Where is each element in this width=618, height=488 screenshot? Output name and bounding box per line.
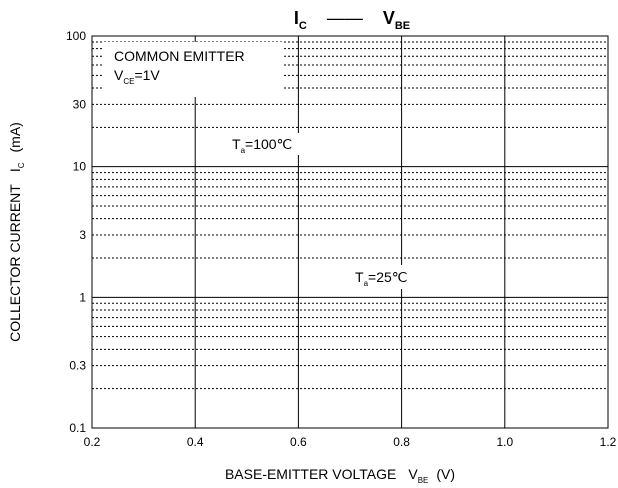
t2-val: =25℃ — [368, 269, 407, 285]
condition-box — [102, 42, 282, 97]
y-tick-label: 0.1 — [69, 421, 86, 435]
condition-vce-sub: CE — [123, 77, 134, 86]
condition-vce-val: =1V — [134, 67, 160, 83]
x-tick-label: 1.0 — [496, 435, 513, 449]
t2-sym: T — [355, 269, 364, 285]
t2-label: Ta=25℃ — [355, 269, 408, 288]
y-tick-label: 0.3 — [69, 359, 86, 373]
x-tick-label: 0.8 — [393, 435, 410, 449]
title-vbe-sub: BE — [395, 20, 410, 32]
x-axis-label: BASE-EMITTER VOLTAGE VBE (V) — [225, 466, 455, 485]
y-axis-label: COLLECTOR CURRENT IC (mA) — [7, 122, 26, 342]
title-ic-sub: C — [299, 20, 307, 32]
x-axis-label-sym: V — [408, 466, 418, 482]
x-tick-label: 0.6 — [290, 435, 307, 449]
t1-sym: T — [232, 136, 241, 152]
title-dash: —— — [327, 8, 363, 28]
y-tick-label: 1 — [79, 290, 86, 304]
x-axis-label-sub: BE — [418, 476, 429, 485]
condition-vce-sym: V — [114, 67, 124, 83]
t1-val: =100℃ — [245, 136, 292, 152]
title-vbe-symbol: V — [383, 8, 395, 28]
y-axis-label-text: COLLECTOR CURRENT — [7, 184, 23, 342]
grid — [92, 36, 608, 428]
chart-title: IC —— VBE — [294, 8, 410, 32]
t1-label-bg — [229, 133, 305, 155]
x-axis-label-unit: (V) — [436, 466, 455, 482]
plot-frame — [91, 35, 609, 429]
y-axis-label-sym: I — [7, 168, 23, 172]
condition-line1: COMMON EMITTER — [114, 48, 245, 64]
x-tick-label: 1.2 — [600, 435, 617, 449]
y-tick-label: 100 — [66, 29, 86, 43]
x-axis-label-text: BASE-EMITTER VOLTAGE — [225, 466, 396, 482]
t1-sub: a — [241, 146, 246, 155]
title-ic-symbol: I — [294, 8, 299, 28]
t1-label: Ta=100℃ — [232, 136, 292, 155]
tick-labels: 0.2 0.4 0.6 0.8 1.0 1.2 0.1 0.3 1 3 10 30 100 — [66, 29, 617, 449]
y-axis-label-sub: C — [17, 162, 26, 168]
x-tick-label: 0.2 — [84, 435, 101, 449]
y-tick-label: 10 — [73, 160, 87, 174]
t2-sub: a — [364, 279, 369, 288]
y-axis-label-unit: (mA) — [7, 122, 23, 152]
condition-line2: VCE=1V — [114, 67, 160, 86]
y-tick-label: 30 — [73, 97, 87, 111]
x-tick-label: 0.4 — [187, 435, 204, 449]
y-tick-label: 3 — [79, 228, 86, 242]
t2-label-bg — [352, 265, 418, 289]
